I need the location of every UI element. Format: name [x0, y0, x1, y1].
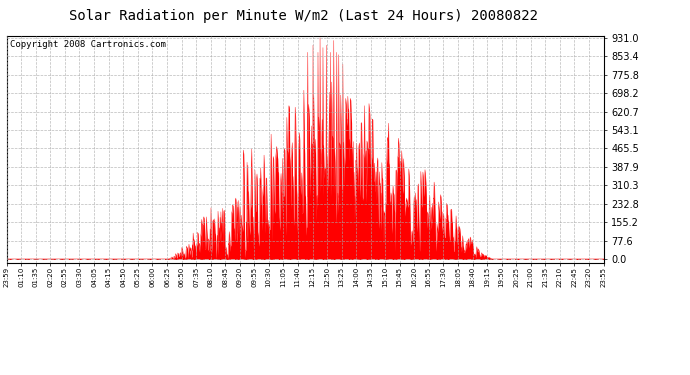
Text: Solar Radiation per Minute W/m2 (Last 24 Hours) 20080822: Solar Radiation per Minute W/m2 (Last 24… — [69, 9, 538, 23]
Text: Copyright 2008 Cartronics.com: Copyright 2008 Cartronics.com — [10, 40, 166, 49]
